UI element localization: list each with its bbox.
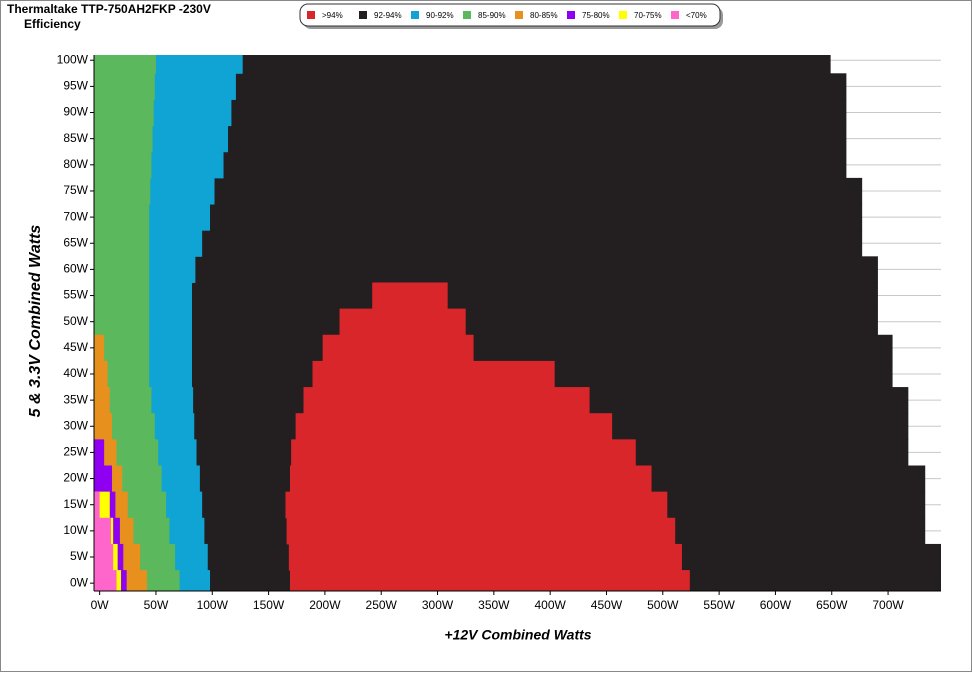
region-cell <box>94 543 114 571</box>
y-tick-label: 15W <box>63 497 88 511</box>
region-cell <box>94 230 150 257</box>
x-tick-label: 250W <box>366 598 398 612</box>
y-tick-label: 10W <box>63 523 88 537</box>
x-tick-label: 550W <box>703 598 735 612</box>
x-tick-label: 400W <box>534 598 566 612</box>
y-tick-label: 0W <box>70 575 89 589</box>
region-cell <box>94 517 111 545</box>
region-cell <box>303 387 590 414</box>
y-tick-label: 60W <box>63 262 88 276</box>
y-tick-label: 100W <box>57 52 89 66</box>
region-cell <box>94 570 117 592</box>
legend-swatch <box>307 11 315 19</box>
region-cell <box>94 439 105 466</box>
region-cell <box>94 177 863 205</box>
y-tick-label: 40W <box>63 366 88 380</box>
legend-label: 92-94% <box>374 11 402 20</box>
legend-swatch <box>515 11 523 19</box>
region-cell <box>94 491 100 519</box>
region-cell <box>94 55 156 74</box>
region-cell <box>289 465 652 493</box>
legend-swatch <box>619 11 627 19</box>
x-tick-label: 300W <box>422 598 454 612</box>
y-tick-label: 70W <box>63 209 88 223</box>
y-tick-label: 75W <box>63 183 88 197</box>
y-tick-label: 25W <box>63 445 88 459</box>
y-tick-label: 90W <box>63 105 88 119</box>
x-tick-label: 700W <box>872 598 904 612</box>
y-tick-label: 20W <box>63 471 88 485</box>
x-axis-title: +12V Combined Watts <box>444 627 591 643</box>
x-tick-label: 100W <box>197 598 229 612</box>
legend-swatch <box>463 11 471 19</box>
legend-swatch <box>671 11 679 19</box>
region-cell <box>94 334 105 362</box>
region-cell <box>94 387 110 414</box>
region-cell <box>94 177 151 205</box>
region-cell <box>94 360 108 388</box>
x-tick-label: 450W <box>591 598 623 612</box>
region-cell <box>288 543 682 571</box>
x-tick-label: 200W <box>309 598 341 612</box>
region-cell <box>286 517 676 545</box>
legend-label: 85-90% <box>478 11 506 20</box>
y-axis-title: 5 & 3.3V Combined Watts <box>27 225 44 418</box>
y-tick-label: 35W <box>63 392 88 406</box>
x-tick-label: 150W <box>253 598 285 612</box>
region-cell <box>322 334 474 362</box>
region-cell <box>94 73 155 100</box>
y-tick-label: 45W <box>63 340 88 354</box>
y-tick-label: 55W <box>63 288 88 302</box>
y-tick-label: 95W <box>63 79 88 93</box>
x-tick-label: 50W <box>144 598 169 612</box>
x-tick-label: 0W <box>91 598 110 612</box>
region-cell <box>94 99 154 127</box>
region-cell <box>94 256 878 283</box>
legend <box>299 3 721 27</box>
region-cell <box>94 204 863 231</box>
y-tick-label: 30W <box>63 418 88 432</box>
region-cell <box>94 334 893 362</box>
region-cell <box>94 465 113 493</box>
legend-label: <70% <box>686 11 707 20</box>
region-cell <box>94 204 150 231</box>
region-cell <box>94 55 831 74</box>
y-tick-label: 5W <box>70 549 89 563</box>
region-cell <box>94 125 153 153</box>
region-cell <box>372 282 448 310</box>
x-tick-label: 650W <box>816 598 848 612</box>
region-cell <box>291 439 636 466</box>
y-tick-label: 80W <box>63 157 88 171</box>
legend-swatch <box>411 11 419 19</box>
region-cell <box>94 230 863 257</box>
chart-title: Thermaltake TTP-750AH2FKP -230V <box>7 2 211 16</box>
legend-swatch <box>359 11 367 19</box>
x-tick-label: 600W <box>760 598 792 612</box>
legend-label: >94% <box>322 11 343 20</box>
region-cell <box>94 151 152 179</box>
region-cell <box>295 413 613 440</box>
region-cell <box>289 570 690 592</box>
region-cell <box>285 491 668 519</box>
y-tick-label: 85W <box>63 131 88 145</box>
region-cell <box>94 308 878 336</box>
legend-swatch <box>567 11 575 19</box>
legend-label: 80-85% <box>530 11 558 20</box>
region-cell <box>94 282 878 310</box>
legend-label: 75-80% <box>582 11 610 20</box>
legend-label: 70-75% <box>634 11 662 20</box>
region-cell <box>94 282 150 310</box>
y-tick-label: 50W <box>63 314 88 328</box>
legend-label: 90-92% <box>426 11 454 20</box>
region-cell <box>94 413 113 440</box>
region-cell <box>339 308 466 336</box>
region-cell <box>312 360 555 388</box>
chart-subtitle: Efficiency <box>24 17 81 31</box>
region-cell <box>94 308 150 336</box>
region-cell <box>94 256 150 283</box>
x-tick-label: 500W <box>647 598 679 612</box>
x-tick-label: 350W <box>478 598 510 612</box>
y-tick-label: 65W <box>63 235 88 249</box>
